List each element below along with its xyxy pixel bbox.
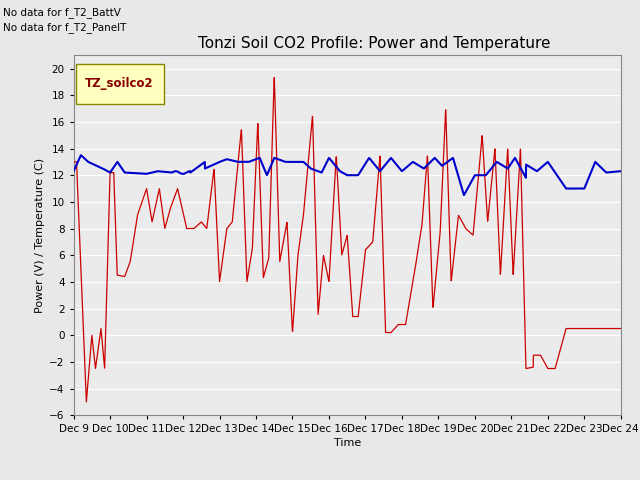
Text: No data for f_T2_BattV: No data for f_T2_BattV bbox=[3, 7, 121, 18]
Text: TZ_soilco2: TZ_soilco2 bbox=[84, 77, 153, 91]
Text: No data for f_T2_PanelT: No data for f_T2_PanelT bbox=[3, 22, 127, 33]
X-axis label: Time: Time bbox=[333, 438, 361, 448]
Y-axis label: Power (V) / Temperature (C): Power (V) / Temperature (C) bbox=[35, 157, 45, 313]
FancyBboxPatch shape bbox=[76, 64, 164, 104]
Title: Tonzi Soil CO2 Profile: Power and Temperature: Tonzi Soil CO2 Profile: Power and Temper… bbox=[198, 36, 551, 51]
